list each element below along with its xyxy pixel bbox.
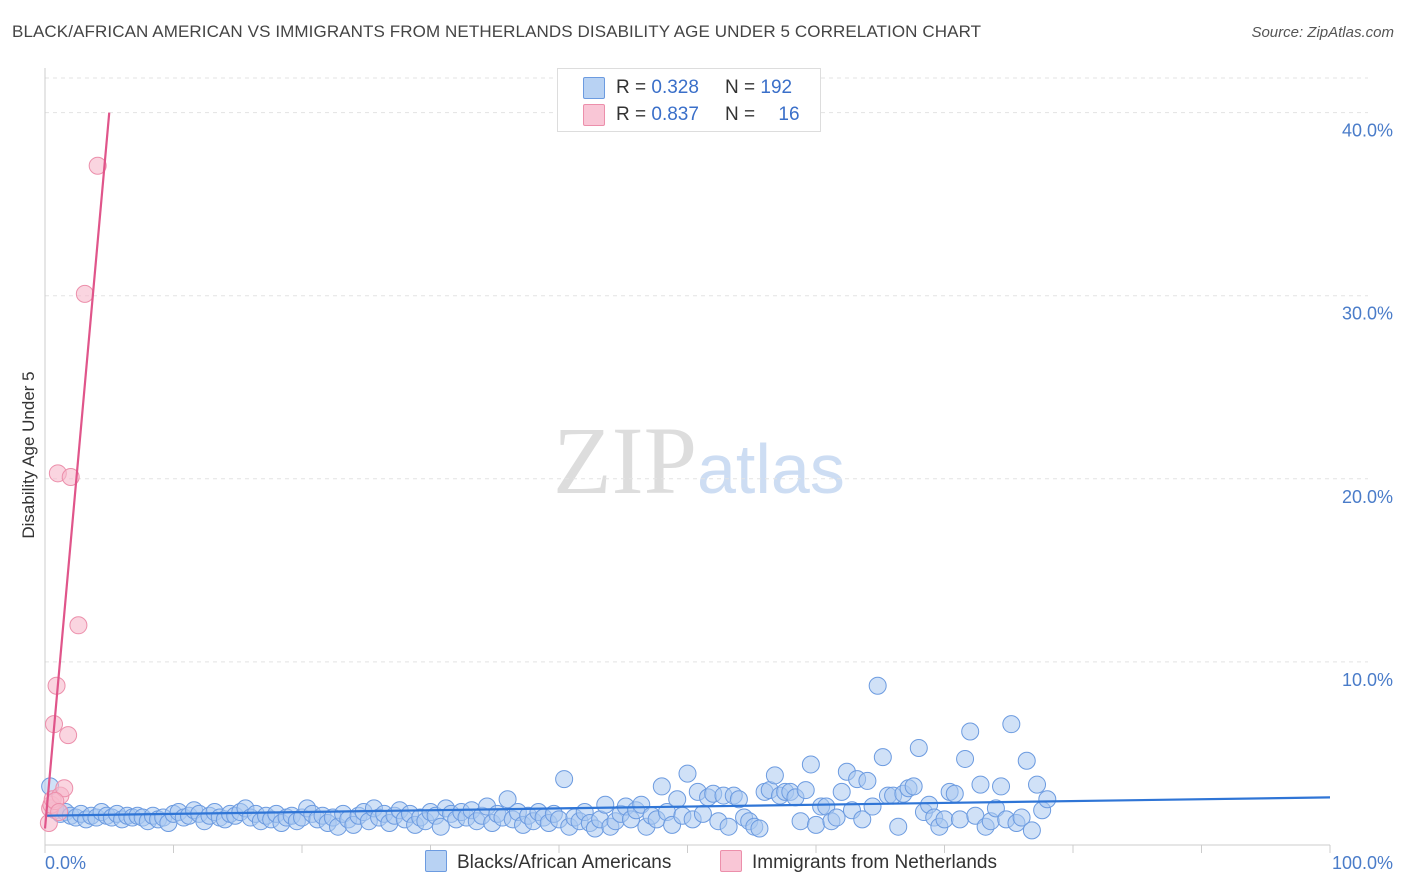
legend-row-blacks: R = 0.328 N = 192 [558,74,818,100]
point-blacks-76 [431,817,450,836]
point-blacks-100 [555,770,574,789]
point-blacks-192 [1028,775,1047,794]
point-blacks-187 [1002,715,1021,734]
legend-n-label: N = [725,104,761,125]
point-netherlands-12 [75,284,94,303]
point-blacks-184 [986,799,1005,818]
legend-label-blacks: Blacks/African Americans [457,852,672,873]
point-blacks-134 [729,790,748,809]
axes [44,68,1331,853]
y-tick-label-1: 20.0% [1342,487,1393,507]
point-blacks-115 [632,795,651,814]
legend-n-label: N = [725,77,761,98]
stats-legend: R = 0.328 N = 192 R = 0.837 N = 16 [557,68,821,132]
point-blacks-174 [935,810,954,829]
legend-item-netherlands: Immigrants from Netherlands [720,850,997,874]
point-netherlands-11 [69,616,88,635]
point-netherlands-15 [50,803,69,822]
point-blacks-146 [791,812,810,831]
point-netherlands-10 [59,726,78,745]
point-netherlands-8 [55,779,74,798]
legend-swatch-pink [720,850,742,872]
point-blacks-165 [889,817,908,836]
legend-n-value: 192 [760,77,793,98]
point-blacks-177 [950,810,969,829]
legend-r-label: R = [616,77,652,98]
point-blacks-89 [498,790,517,809]
tick-labels: 10.0% 20.0% 30.0% 40.0% 0.0% 100.0% Disability… [19,121,1393,873]
point-blacks-122 [668,790,687,809]
point-blacks-132 [719,817,738,836]
trend-line-netherlands [43,112,111,829]
trend-line-blacks [44,796,1331,817]
point-blacks-179 [961,722,980,741]
y-tick-label-0: 10.0% [1342,670,1393,690]
legend-swatch-blue [425,850,447,872]
point-blacks-154 [832,782,851,801]
point-blacks-153 [827,808,846,827]
point-blacks-108 [596,795,615,814]
point-blacks-119 [652,777,671,796]
legend-swatch-blue [583,77,605,99]
legend-r-value: 0.837 [651,104,699,125]
point-netherlands-9 [61,467,80,486]
chart-title: BLACK/AFRICAN AMERICAN VS IMMIGRANTS FRO… [12,22,982,41]
point-blacks-190 [1017,751,1036,770]
point-blacks-147 [796,781,815,800]
watermark-atlas: atlas [697,430,845,508]
point-blacks-194 [1038,790,1057,809]
source-label: Source: ZipAtlas.com [1251,24,1394,41]
legend-swatch-pink [583,104,605,126]
point-blacks-149 [807,815,825,834]
point-blacks-169 [909,738,928,757]
point-blacks-124 [678,764,697,783]
y-axis-title: Disability Age Under 5 [19,371,38,538]
legend-r-value: 0.328 [651,77,699,98]
trend-lines [43,112,1331,829]
point-blacks-159 [858,771,877,790]
point-blacks-148 [801,755,820,774]
point-blacks-161 [868,676,887,695]
legend-r-label: R = [616,104,652,125]
point-blacks-162 [873,748,892,767]
y-tick-label-2: 30.0% [1342,304,1393,324]
grid-lines [45,77,1368,663]
legend-n-value: 16 [778,104,800,125]
legend-label-netherlands: Immigrants from Netherlands [752,852,997,873]
point-netherlands-13 [88,156,107,175]
point-blacks-189 [1012,808,1031,827]
point-blacks-127 [693,804,712,823]
point-blacks-141 [765,766,784,785]
legend-item-blacks: Blacks/African Americans [425,850,671,874]
series-legend: Blacks/African Americans Immigrants from… [0,850,1406,880]
x-tick-label-0: 0.0% [45,853,86,873]
point-blacks-176 [945,784,964,803]
point-blacks-191 [1022,821,1041,840]
legend-row-netherlands: R = 0.837 N = 16 [558,101,818,127]
point-blacks-138 [750,819,769,838]
x-tick-label-1: 100.0% [1332,853,1393,873]
point-blacks-168 [904,777,923,796]
point-blacks-181 [971,775,990,794]
point-blacks-178 [956,749,975,768]
point-blacks-160 [863,797,882,816]
point-blacks-158 [853,810,872,829]
watermark-zip: ZIP [553,407,697,514]
watermark: ZIPatlas [553,405,845,516]
y-tick-label-3: 40.0% [1342,121,1393,141]
point-blacks-185 [992,777,1011,796]
